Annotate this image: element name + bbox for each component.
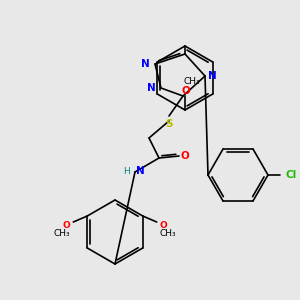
Text: N: N: [141, 59, 150, 69]
Text: N: N: [136, 166, 145, 176]
Text: O: O: [181, 151, 189, 161]
Text: N: N: [147, 83, 156, 93]
Text: Cl: Cl: [286, 170, 297, 180]
Text: O: O: [182, 86, 190, 96]
Text: O: O: [62, 220, 70, 230]
Text: CH₃: CH₃: [160, 230, 176, 238]
Text: H: H: [123, 167, 130, 176]
Text: N: N: [208, 71, 217, 81]
Text: O: O: [160, 220, 167, 230]
Text: CH₃: CH₃: [54, 230, 70, 238]
Text: CH₃: CH₃: [184, 77, 200, 86]
Text: S: S: [165, 119, 173, 129]
